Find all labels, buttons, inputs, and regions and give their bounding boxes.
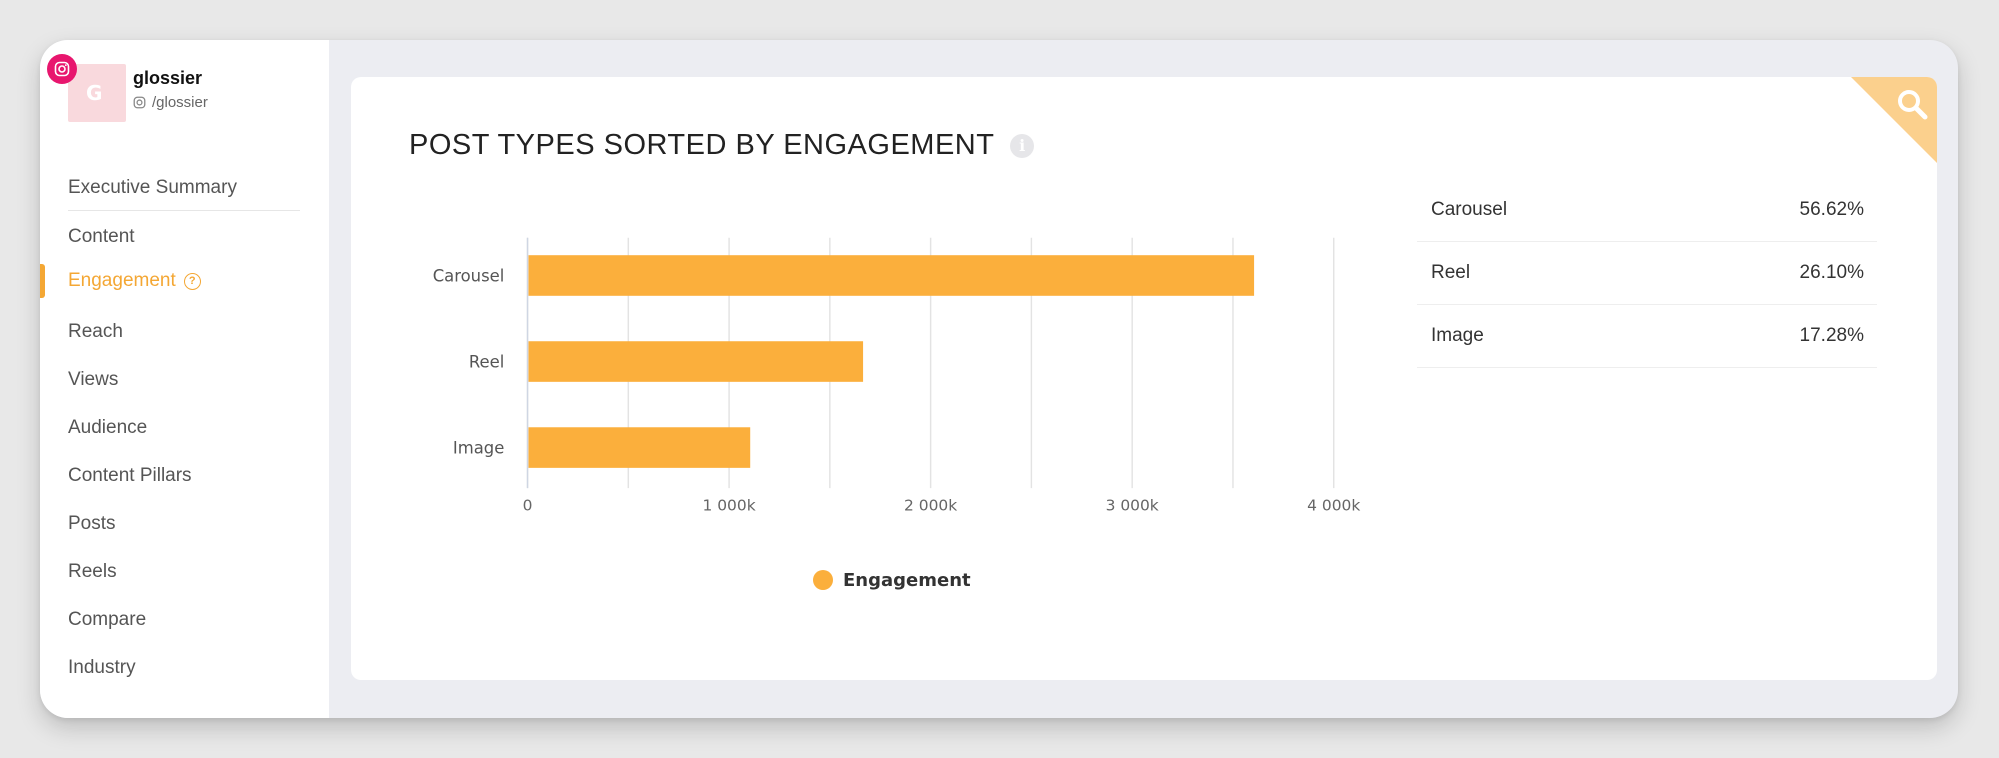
instagram-small-icon bbox=[133, 96, 146, 109]
sidebar-item-label: Audience bbox=[68, 417, 148, 438]
x-tick-label: 1 000k bbox=[702, 496, 755, 514]
stat-label: Carousel bbox=[1431, 199, 1508, 220]
sidebar-item-label: Reels bbox=[68, 561, 117, 582]
sidebar-item-label: Industry bbox=[68, 657, 136, 678]
instagram-icon bbox=[47, 54, 77, 84]
category-label: Carousel bbox=[433, 266, 505, 285]
stat-label: Image bbox=[1431, 325, 1484, 346]
active-indicator bbox=[40, 264, 45, 298]
legend-label: Engagement bbox=[843, 570, 971, 591]
sidebar-item-label: Engagement bbox=[68, 270, 176, 291]
legend-marker bbox=[813, 570, 833, 590]
card-title-text: POST TYPES SORTED BY ENGAGEMENT bbox=[409, 129, 995, 161]
sidebar-item-reach[interactable]: Reach bbox=[68, 318, 123, 346]
bar-carousel bbox=[528, 255, 1255, 296]
stat-row-carousel: Carousel 56.62% bbox=[1417, 179, 1877, 242]
card-title: POST TYPES SORTED BY ENGAGEMENT i bbox=[409, 129, 1035, 162]
stat-row-image: Image 17.28% bbox=[1417, 305, 1877, 368]
stats-list: Carousel 56.62% Reel 26.10% Image 17.28% bbox=[1417, 179, 1877, 368]
stat-value: 56.62% bbox=[1799, 199, 1864, 220]
bar-image bbox=[528, 427, 751, 468]
stat-value: 17.28% bbox=[1799, 325, 1864, 346]
bar-reel bbox=[528, 341, 864, 382]
brand-logo-icon: G bbox=[86, 81, 103, 105]
profile-handle-text: /glossier bbox=[152, 94, 208, 111]
info-icon[interactable]: i bbox=[1010, 133, 1035, 158]
nav-divider bbox=[68, 210, 300, 211]
x-tick-label: 4 000k bbox=[1307, 496, 1360, 514]
sidebar-item-label: Content bbox=[68, 226, 135, 247]
stat-label: Reel bbox=[1431, 262, 1471, 283]
avatar[interactable]: G bbox=[68, 64, 126, 122]
sidebar-item-label: Compare bbox=[68, 609, 147, 630]
sidebar: G glossier /glossier Executive Summary C… bbox=[40, 40, 329, 718]
sidebar-item-engagement[interactable]: Engagement ? bbox=[68, 267, 201, 295]
sidebar-item-audience[interactable]: Audience bbox=[68, 414, 147, 442]
sidebar-item-views[interactable]: Views bbox=[68, 366, 118, 394]
stat-row-reel: Reel 26.10% bbox=[1417, 242, 1877, 305]
search-icon[interactable] bbox=[1895, 87, 1929, 121]
sidebar-item-industry[interactable]: Industry bbox=[68, 654, 136, 682]
sidebar-item-label: Content Pillars bbox=[68, 465, 192, 486]
sidebar-item-content-pillars[interactable]: Content Pillars bbox=[68, 462, 192, 490]
sidebar-item-label: Posts bbox=[68, 513, 116, 534]
sidebar-item-content[interactable]: Content bbox=[68, 223, 135, 251]
x-tick-label: 3 000k bbox=[1106, 496, 1159, 514]
x-tick-label: 2 000k bbox=[904, 496, 957, 514]
sidebar-item-label: Views bbox=[68, 369, 119, 390]
help-icon[interactable]: ? bbox=[183, 272, 201, 290]
profile-name: glossier bbox=[133, 68, 203, 88]
app-window: G glossier /glossier Executive Summary C… bbox=[40, 40, 1958, 718]
category-label: Reel bbox=[469, 352, 504, 371]
profile-handle: /glossier bbox=[133, 94, 208, 111]
engagement-bar-chart: Carousel Reel Image 0 1 000k 2 000k 3 000k 4 00… bbox=[433, 237, 1360, 514]
stat-value: 26.10% bbox=[1799, 262, 1864, 283]
sidebar-item-label: Reach bbox=[68, 321, 123, 342]
category-label: Image bbox=[453, 438, 504, 457]
sidebar-item-label: Executive Summary bbox=[68, 177, 237, 198]
sidebar-item-executive-summary[interactable]: Executive Summary bbox=[68, 174, 237, 202]
x-tick-label: 0 bbox=[523, 496, 533, 514]
sidebar-item-compare[interactable]: Compare bbox=[68, 606, 146, 634]
chart-legend[interactable]: Engagement bbox=[812, 565, 1012, 595]
corner-tab[interactable] bbox=[1851, 77, 1937, 163]
engagement-card: POST TYPES SORTED BY ENGAGEMENT i Carous… bbox=[351, 77, 1937, 680]
sidebar-item-reels[interactable]: Reels bbox=[68, 558, 117, 586]
sidebar-item-posts[interactable]: Posts bbox=[68, 510, 116, 538]
